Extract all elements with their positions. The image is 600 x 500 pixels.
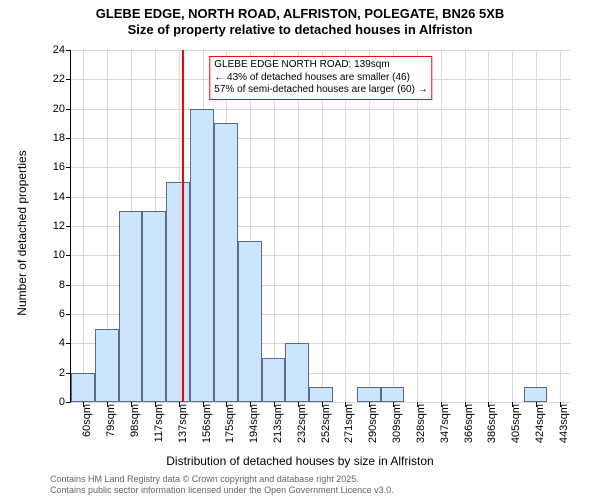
histogram-bar [238,241,262,402]
footer-line1: Contains HM Land Registry data © Crown c… [50,474,359,484]
grid-line-v [345,50,346,402]
annotation-line3: 57% of semi-detached houses are larger (… [214,84,427,95]
grid-line-v [417,50,418,402]
histogram-bar [166,182,190,402]
footer-line2: Contains public sector information licen… [50,485,394,495]
x-tick-label: 252sqm [320,404,332,443]
histogram-bar [71,373,95,402]
x-tick-label: 271sqm [343,404,355,443]
y-tick-mark [66,226,71,227]
grid-line-v [560,50,561,402]
y-tick-label: 8 [59,279,65,291]
y-tick-mark [66,50,71,51]
x-tick-label: 117sqm [153,404,165,442]
y-tick-label: 0 [59,396,65,408]
y-tick-mark [66,197,71,198]
histogram-bar [524,387,548,402]
x-tick-label: 290sqm [367,404,379,443]
x-tick-label: 79sqm [105,404,117,437]
histogram-bar [95,329,119,402]
x-tick-label: 328sqm [415,404,427,443]
y-tick-mark [66,402,71,403]
histogram-bar [119,211,143,402]
x-tick-label: 98sqm [129,404,141,437]
annotation-box: GLEBE EDGE NORTH ROAD: 139sqm ← 43% of de… [209,56,432,100]
grid-line-v [322,50,323,402]
x-tick-label: 443sqm [558,404,570,443]
grid-line-v [536,50,537,402]
chart-title-line2: Size of property relative to detached ho… [128,22,473,37]
grid-line-v [83,50,84,402]
y-tick-label: 14 [53,191,65,203]
x-tick-label: 213sqm [272,404,284,443]
x-axis-label: Distribution of detached houses by size … [0,454,600,468]
y-tick-label: 4 [59,337,65,349]
y-axis-label: Number of detached properties [15,150,29,315]
grid-line-v [441,50,442,402]
y-tick-mark [66,79,71,80]
x-tick-label: 60sqm [81,404,93,437]
y-tick-mark [66,314,71,315]
grid-line-v [369,50,370,402]
x-tick-label: 156sqm [201,404,213,443]
y-tick-mark [66,343,71,344]
histogram-bar [214,123,238,402]
y-tick-label: 22 [53,73,65,85]
grid-line-v [488,50,489,402]
y-tick-label: 6 [59,308,65,320]
x-tick-label: 347sqm [439,404,451,443]
x-tick-label: 424sqm [534,404,546,443]
histogram-bar [357,387,381,402]
y-tick-label: 20 [53,103,65,115]
y-tick-mark [66,285,71,286]
histogram-bar [285,343,309,402]
chart-title: GLEBE EDGE, NORTH ROAD, ALFRISTON, POLEG… [0,6,600,37]
y-tick-label: 24 [53,44,65,56]
x-tick-label: 137sqm [177,404,189,443]
grid-line-v [512,50,513,402]
grid-line-v [465,50,466,402]
histogram-bar [381,387,405,402]
grid-line-v [274,50,275,402]
y-tick-label: 18 [53,132,65,144]
grid-line-v [393,50,394,402]
y-tick-label: 16 [53,161,65,173]
chart-footer: Contains HM Land Registry data © Crown c… [50,474,394,496]
y-tick-mark [66,138,71,139]
y-tick-label: 12 [53,220,65,232]
y-tick-mark [66,167,71,168]
x-tick-label: 405sqm [510,404,522,443]
histogram-bar [142,211,166,402]
y-tick-mark [66,255,71,256]
y-tick-mark [66,109,71,110]
x-tick-label: 194sqm [248,404,260,443]
annotation-line1: GLEBE EDGE NORTH ROAD: 139sqm [214,59,389,70]
plot-area: 02468101214161820222460sqm79sqm98sqm117s… [70,50,571,403]
x-tick-label: 386sqm [486,404,498,443]
histogram-bar [309,387,333,402]
x-tick-label: 175sqm [224,404,236,443]
annotation-line2: ← 43% of detached houses are smaller (46… [214,72,410,83]
x-tick-label: 309sqm [391,404,403,443]
reference-line [182,50,184,402]
y-tick-label: 2 [59,367,65,379]
x-tick-label: 366sqm [463,404,475,443]
histogram-bar [262,358,286,402]
x-tick-label: 232sqm [296,404,308,443]
histogram-bar [190,109,214,402]
chart-title-line1: GLEBE EDGE, NORTH ROAD, ALFRISTON, POLEG… [96,6,505,21]
y-tick-label: 10 [53,249,65,261]
